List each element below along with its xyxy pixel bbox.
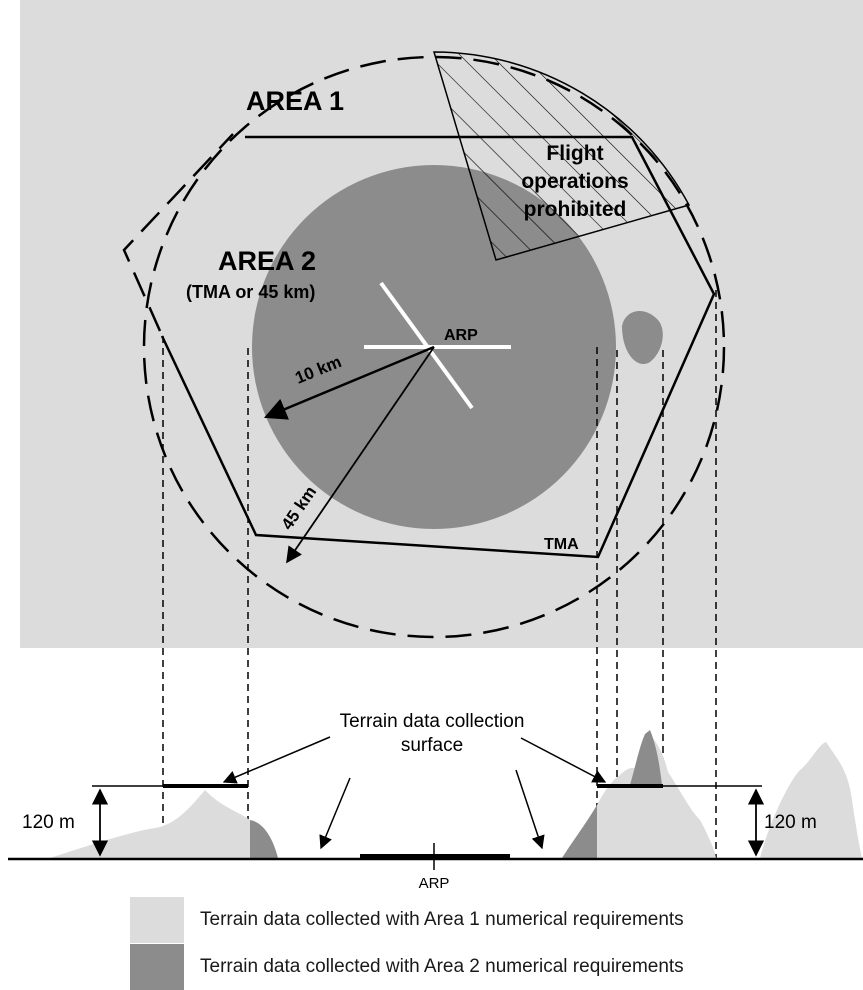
area2-label: AREA 2 (218, 246, 316, 276)
legend-item-area1: Terrain data collected with Area 1 numer… (130, 897, 684, 943)
area1-dashed-extension (122, 133, 234, 332)
legend-text-area2: Terrain data collected with Area 2 numer… (200, 956, 684, 977)
surface-label-line2: surface (401, 735, 463, 756)
terrain-peak-area2 (630, 730, 662, 785)
terrain-profile (50, 730, 862, 858)
legend-swatch-area1 (130, 897, 184, 943)
tma-label: TMA (544, 536, 579, 553)
tma-boundary (160, 135, 716, 559)
legend-item-area2: Terrain data collected with Area 2 numer… (130, 944, 684, 990)
terrain-left-area1 (50, 790, 250, 858)
prohibited-label-line3: prohibited (524, 198, 627, 221)
projection-lines (162, 290, 717, 858)
terrain-right-area1-hill (597, 735, 716, 858)
height-label-right: 120 m (764, 812, 817, 833)
area1-label: AREA 1 (246, 86, 344, 116)
radius-45km-arrow (286, 346, 435, 564)
area-45km-circle (142, 55, 726, 639)
terrain-left-area2 (250, 820, 278, 858)
radius-10km-arrow (263, 345, 435, 420)
legend-swatch-area2 (130, 944, 184, 990)
arp-profile-label: ARP (419, 875, 450, 892)
runway-crossing (379, 281, 474, 410)
arp-plan-label: ARP (444, 327, 478, 344)
isolated-peak-plan (622, 311, 663, 365)
legend-text-area1: Terrain data collected with Area 1 numer… (200, 909, 684, 930)
surface-label-line1: Terrain data collection (340, 711, 525, 732)
area2-sublabel: (TMA or 45 km) (186, 282, 315, 302)
terrain-far-right-area1 (760, 742, 862, 858)
collection-surface-callouts (222, 736, 607, 850)
terrain-right-area2-low (562, 805, 597, 858)
prohibited-sector (432, 51, 691, 261)
prohibited-label-line2: operations (521, 170, 628, 193)
height-label-left: 120 m (22, 812, 75, 833)
prohibited-label-line1: Flight (546, 142, 603, 165)
